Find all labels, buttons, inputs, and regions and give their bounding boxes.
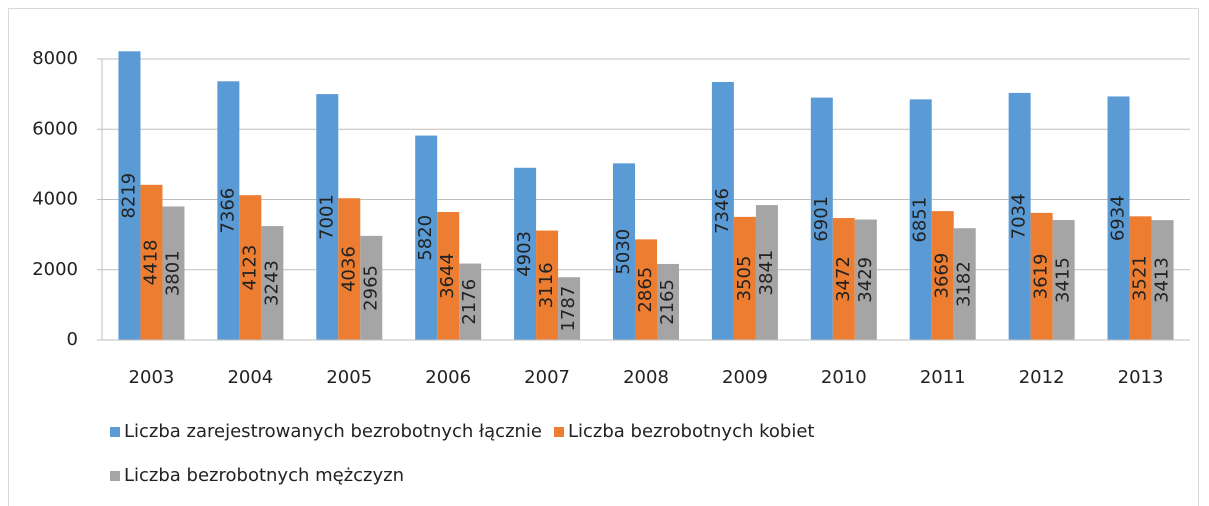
value-label: 4123 — [239, 245, 260, 291]
x-tick-label: 2008 — [623, 367, 669, 388]
legend-swatch — [110, 471, 120, 481]
value-label: 7366 — [217, 188, 238, 234]
bar — [415, 135, 438, 340]
bar — [733, 216, 756, 340]
value-label: 3644 — [437, 253, 458, 299]
bar — [239, 195, 262, 340]
value-label: 3429 — [855, 257, 876, 303]
bar — [558, 277, 581, 340]
legend-swatch — [554, 427, 564, 437]
bar — [635, 239, 657, 340]
value-label: 2176 — [459, 279, 480, 325]
value-label: 3472 — [833, 256, 854, 302]
bar — [162, 206, 185, 340]
value-label: 3801 — [162, 250, 183, 296]
bar — [118, 51, 141, 341]
value-label: 1787 — [558, 286, 579, 332]
bar — [536, 230, 559, 340]
bar — [338, 198, 361, 340]
value-label: 8219 — [118, 173, 139, 219]
x-tick-label: 2007 — [524, 367, 570, 388]
bar — [140, 184, 163, 340]
bar — [1030, 212, 1053, 340]
y-tick-label: 0 — [67, 329, 78, 350]
x-tick-label: 2003 — [129, 367, 175, 388]
value-label: 6934 — [1108, 195, 1129, 241]
bar — [1052, 220, 1075, 340]
x-tick-label: 2010 — [821, 367, 867, 388]
x-tick-label: 2004 — [227, 367, 273, 388]
bar — [854, 219, 877, 340]
bar — [657, 263, 679, 340]
bar — [1107, 96, 1130, 340]
bar — [360, 235, 383, 340]
bar — [316, 94, 339, 340]
value-label: 4903 — [514, 231, 535, 277]
legend-swatch — [110, 427, 120, 437]
x-tick-label: 2009 — [722, 367, 768, 388]
legend-label: Liczba bezrobotnych kobiet — [568, 421, 814, 442]
bar — [832, 218, 855, 340]
y-tick-label: 8000 — [32, 48, 78, 69]
bar — [613, 163, 635, 340]
x-tick-label: 2006 — [425, 367, 471, 388]
value-label: 4418 — [140, 240, 161, 286]
bar — [459, 263, 482, 340]
bar — [909, 99, 932, 340]
bar — [514, 167, 537, 340]
value-label: 3521 — [1130, 255, 1151, 301]
value-label: 7034 — [1009, 194, 1030, 240]
value-label: 3413 — [1152, 257, 1173, 303]
bar — [261, 226, 284, 340]
y-tick-label: 6000 — [32, 118, 78, 139]
value-label: 3619 — [1031, 254, 1052, 300]
value-label: 4036 — [338, 246, 359, 292]
bar — [1129, 216, 1152, 340]
value-label: 7001 — [316, 194, 337, 240]
value-label: 6851 — [910, 197, 931, 243]
value-label: 2865 — [635, 267, 656, 313]
value-label: 2965 — [360, 265, 381, 311]
value-label: 3505 — [734, 256, 755, 302]
x-tick-label: 2013 — [1118, 367, 1164, 388]
value-label: 3841 — [756, 250, 777, 296]
bar — [810, 97, 833, 340]
x-tick-label: 2005 — [326, 367, 372, 388]
x-tick-label: 2011 — [920, 367, 966, 388]
y-tick-label: 4000 — [32, 189, 78, 210]
value-label: 6901 — [811, 196, 832, 242]
bar — [755, 205, 778, 340]
bar — [711, 81, 734, 341]
value-label: 3415 — [1053, 257, 1074, 303]
chart-frame — [8, 8, 1199, 506]
value-label: 3243 — [261, 260, 282, 306]
x-tick-label: 2012 — [1019, 367, 1065, 388]
bar — [1151, 220, 1174, 340]
value-label: 3182 — [954, 261, 975, 307]
y-tick-label: 2000 — [32, 259, 78, 280]
bar — [1008, 92, 1031, 340]
bar — [953, 228, 976, 340]
value-label: 3669 — [932, 253, 953, 299]
legend-label: Liczba zarejestrowanych bezrobotnych łąc… — [124, 421, 542, 442]
bar — [931, 211, 954, 340]
value-label: 2165 — [657, 279, 678, 325]
bar — [437, 212, 460, 340]
value-label: 5030 — [613, 229, 634, 275]
legend-label: Liczba bezrobotnych mężczyzn — [124, 465, 404, 486]
bar — [217, 81, 240, 340]
value-label: 7346 — [712, 188, 733, 234]
value-label: 3116 — [536, 262, 557, 308]
value-label: 5820 — [415, 215, 436, 261]
